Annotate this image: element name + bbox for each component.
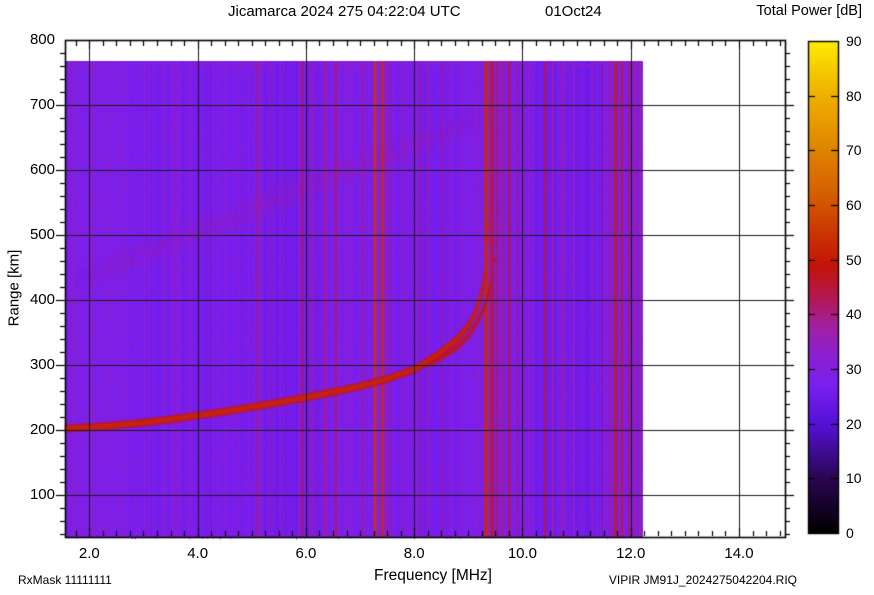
y-tick-label: 800 (29, 31, 55, 48)
page-title: Jicamarca 2024 275 04:22:04 UTC (228, 3, 461, 20)
y-tick-label: 500 (29, 225, 55, 243)
x-tick-label: 8.0 (403, 545, 425, 562)
x-tick-label: 4.0 (187, 545, 209, 562)
y-tick-label: 100 (29, 485, 55, 503)
colorbar-tick-label: 50 (846, 251, 862, 268)
y-axis-label: Range [km] (5, 249, 23, 327)
y-tick-label: 400 (29, 290, 55, 308)
x-tick-label: 2.0 (78, 545, 100, 562)
colorbar-tick-label: 80 (846, 87, 862, 104)
y-tick-label: 700 (29, 95, 55, 113)
colorbar-tick-label: 10 (846, 470, 862, 487)
colorbar-tick-label: 90 (846, 33, 862, 49)
y-tick-label: 300 (29, 355, 55, 373)
colorbar-tick-label: 60 (846, 197, 862, 213)
y-tick-label: 200 (29, 420, 55, 438)
x-tick-label: 6.0 (295, 545, 317, 562)
colorbar-tick-label: 30 (846, 361, 862, 377)
colorbar-tick-label: 0 (846, 525, 854, 541)
x-tick-label: 10.0 (507, 545, 538, 562)
x-tick-label: 14.0 (724, 545, 754, 562)
colorbar-tick-label: 20 (846, 415, 862, 432)
date-label: 01Oct24 (545, 3, 602, 20)
rxmask-label: RxMask 11111111 (18, 573, 112, 587)
colorbar-tick-label: 70 (846, 142, 862, 159)
x-tick-label: 12.0 (616, 545, 646, 562)
x-axis-label: Frequency [MHz] (373, 567, 492, 584)
colorbar-title: Total Power [dB] (756, 3, 862, 19)
y-tick-label: 600 (29, 160, 55, 178)
colorbar-tick-label: 40 (846, 306, 862, 323)
data-file-label: VIPIR JM91J_2024275042204.RIQ (608, 573, 797, 587)
